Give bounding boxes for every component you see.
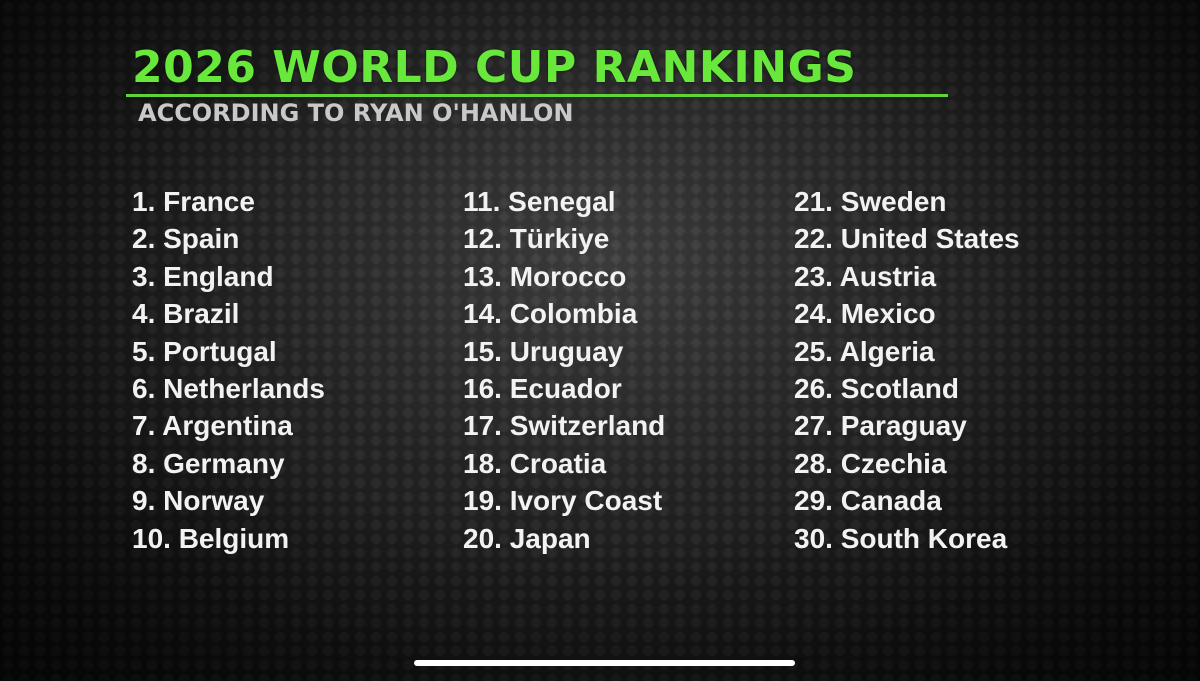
rank-item: 6. Netherlands [132,373,325,405]
rank-item: 13. Morocco [463,260,627,292]
rank-item: 21. Sweden [794,186,947,217]
rank-item: 8. Germany [132,447,285,479]
rank-item: 22. United States [794,223,1020,255]
rank-item: 1. France [132,186,255,217]
home-indicator-bar[interactable] [414,660,795,666]
rank-item: 16. Ecuador [463,373,622,405]
rank-item: 15. Uruguay [463,335,624,367]
rank-item: 26. Scotland [794,373,959,405]
rank-item: 28. Czechia [794,447,947,479]
rank-item: 20. Japan [463,522,591,554]
rank-item: 29. Canada [794,485,942,517]
title-underline [126,94,948,97]
rank-item: 30. South Korea [794,522,1008,554]
rank-item: 7. Argentina [132,410,293,442]
rank-item: 25. Algeria [794,335,935,367]
rank-item: 18. Croatia [463,447,607,479]
rankings-column-3: 21. Sweden 22. United States 23. Austria… [794,183,1020,557]
rank-item: 4. Brazil [132,298,240,330]
rank-item: 14. Colombia [463,298,638,330]
rank-item: 17. Switzerland [463,410,666,442]
rank-item: 23. Austria [794,260,937,292]
rank-item: 12. Türkiye [463,223,610,255]
graphic-title: 2026 WORLD CUP RANKINGS [132,42,857,93]
rank-item: 9. Norway [132,485,265,517]
rank-item: 27. Paraguay [794,410,967,442]
graphic-subtitle: ACCORDING TO RYAN O'HANLON [138,99,574,127]
rank-item: 5. Portugal [132,335,277,367]
rank-item: 10. Belgium [132,522,290,554]
rank-item: 2. Spain [132,223,240,255]
rankings-column-1: 1. France 2. Spain 3. England 4. Brazil … [132,183,325,557]
rank-item: 3. England [132,260,274,292]
rankings-column-2: 11. Senegal 12. Türkiye 13. Morocco 14. … [463,183,665,557]
rank-item: 24. Mexico [794,298,936,330]
rank-item: 19. Ivory Coast [463,485,663,517]
rank-item: 11. Senegal [463,186,616,217]
